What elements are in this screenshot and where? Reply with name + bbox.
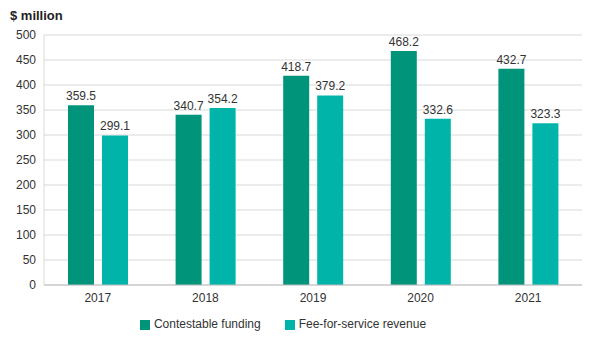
svg-text:432.7: 432.7 <box>496 53 526 67</box>
svg-text:0: 0 <box>29 278 36 292</box>
svg-text:200: 200 <box>16 178 36 192</box>
svg-text:299.1: 299.1 <box>100 119 130 133</box>
svg-text:340.7: 340.7 <box>174 99 204 113</box>
svg-text:323.3: 323.3 <box>530 107 560 121</box>
svg-text:150: 150 <box>16 203 36 217</box>
svg-text:2021: 2021 <box>515 291 542 305</box>
svg-text:468.2: 468.2 <box>389 35 419 49</box>
svg-text:2019: 2019 <box>300 291 327 305</box>
svg-text:332.6: 332.6 <box>423 103 453 117</box>
svg-text:379.2: 379.2 <box>315 79 345 93</box>
html-text:Contestable funding: Contestable funding <box>153 317 261 331</box>
svg-text:300: 300 <box>16 128 36 142</box>
svg-text:350: 350 <box>16 103 36 117</box>
svg-text:100: 100 <box>16 228 36 242</box>
svg-text:418.7: 418.7 <box>281 60 311 74</box>
svg-text:2018: 2018 <box>192 291 219 305</box>
svg-text:50: 50 <box>23 253 37 267</box>
svg-text:500: 500 <box>16 28 36 42</box>
svg-text:2020: 2020 <box>407 291 434 305</box>
svg-text:450: 450 <box>16 53 36 67</box>
svg-text:354.2: 354.2 <box>208 92 238 106</box>
svg-text:250: 250 <box>16 153 36 167</box>
html-text:$ million: $ million <box>10 8 63 23</box>
html-text:Fee-for-service revenue: Fee-for-service revenue <box>298 317 427 331</box>
svg-text:400: 400 <box>16 78 36 92</box>
svg-text:2017: 2017 <box>84 291 111 305</box>
svg-text:359.5: 359.5 <box>66 89 96 103</box>
